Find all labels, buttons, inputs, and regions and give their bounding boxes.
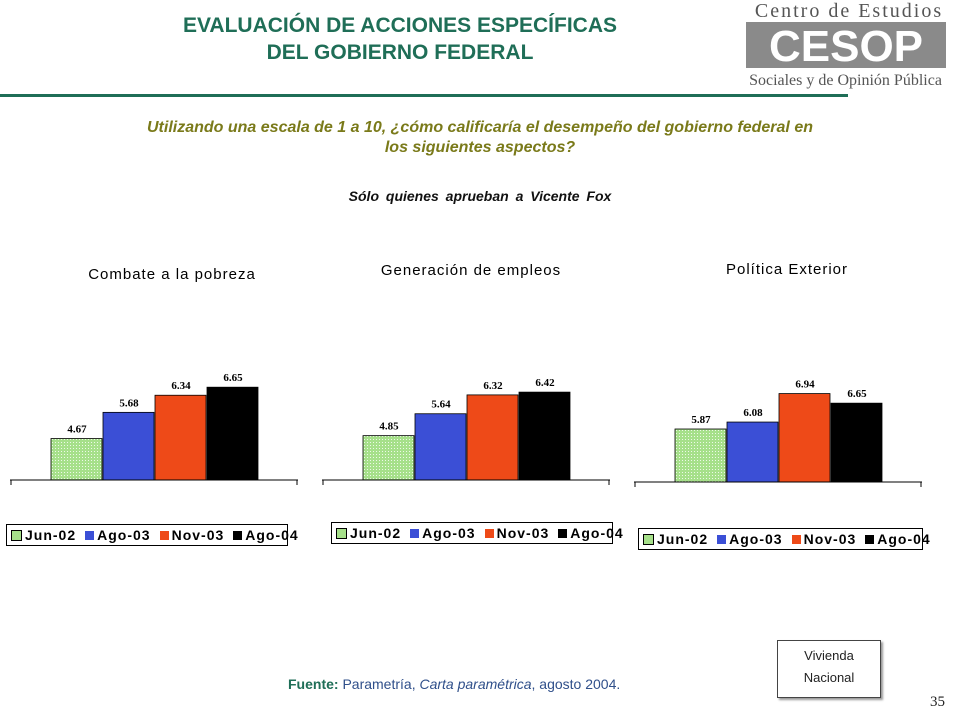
legend-item-ago-03: Ago-03 bbox=[717, 531, 782, 547]
source-publication: Carta paramétrica bbox=[419, 676, 532, 692]
bar-exterior-nov-03 bbox=[778, 393, 831, 483]
legend-label: Ago-03 bbox=[422, 525, 476, 541]
survey-question-line1: Utilizando una escala de 1 a 10, ¿cómo c… bbox=[147, 119, 813, 136]
legend-label: Ago-04 bbox=[570, 525, 624, 541]
page-number: 35 bbox=[930, 694, 945, 710]
legend-item-nov-03: Nov-03 bbox=[159, 527, 225, 543]
note-box-line2: Nacional bbox=[803, 670, 855, 685]
legend-swatch bbox=[159, 530, 169, 540]
source-label: Fuente: bbox=[288, 676, 339, 692]
chart-title-empleos: Generación de empleos bbox=[380, 262, 562, 279]
legend-item-jun-02: Jun-02 bbox=[11, 527, 76, 543]
legend-label: Jun-02 bbox=[25, 527, 77, 543]
legend-item-ago-04: Ago-04 bbox=[865, 531, 930, 547]
legend-label: Nov-03 bbox=[496, 525, 550, 541]
legend-swatch bbox=[11, 529, 22, 541]
page-title: EVALUACIÓN DE ACCIONES ESPECÍFICAS DEL G… bbox=[100, 12, 700, 66]
chart-title-pobreza: Combate a la pobreza bbox=[88, 266, 256, 283]
chart-pobreza: 4.67 5.68 6.34 6.65 bbox=[10, 372, 298, 485]
logo-mark-text: CESOP bbox=[769, 22, 923, 68]
subset-note: Sólo quienes aprueban a Vicente Fox bbox=[348, 188, 612, 204]
legend-label: Jun-02 bbox=[350, 525, 402, 541]
logo-bottom-text: Sociales y de Opinión Pública bbox=[749, 72, 942, 89]
legend-exterior: Jun-02 Ago-03 Nov-03 Ago-04 bbox=[638, 528, 930, 550]
note-box-line1: Vivienda bbox=[804, 648, 854, 663]
bar-empleos-jun-02 bbox=[362, 435, 415, 481]
legend-swatch bbox=[410, 528, 420, 538]
bar-pobreza-ago-04 bbox=[206, 386, 259, 481]
legend-item-nov-03: Nov-03 bbox=[791, 531, 857, 547]
chart-empleos: 4.85 5.64 6.32 6.42 bbox=[322, 377, 610, 485]
bar-pobreza-jun-02 bbox=[50, 438, 103, 481]
legend-item-jun-02: Jun-02 bbox=[643, 531, 708, 547]
legend-swatch bbox=[233, 530, 243, 540]
survey-question-line2: los siguientes aspectos? bbox=[384, 139, 576, 156]
legend-label: Jun-02 bbox=[657, 531, 709, 547]
data-label-exterior-ago-04: 6.65 bbox=[847, 388, 867, 400]
legend-swatch bbox=[865, 534, 875, 544]
source-note: Fuente: Parametría, Carta paramétrica, a… bbox=[288, 676, 620, 692]
logo-top-text: Centro de Estudios bbox=[754, 0, 944, 22]
legend-swatch bbox=[791, 534, 801, 544]
bar-empleos-ago-04 bbox=[518, 391, 571, 481]
data-label-empleos-ago-04: 6.42 bbox=[535, 377, 555, 389]
legend-pobreza: Jun-02 Ago-03 Nov-03 Ago-04 bbox=[6, 524, 298, 546]
data-label-exterior-ago-03: 6.08 bbox=[743, 407, 763, 419]
data-label-pobreza-jun-02: 4.67 bbox=[67, 424, 87, 436]
legend-label: Ago-03 bbox=[97, 527, 151, 543]
legend-label: Ago-03 bbox=[729, 531, 783, 547]
legend-swatch bbox=[336, 527, 347, 539]
source-text2: , agosto 2004. bbox=[531, 676, 621, 692]
legend-item-ago-04: Ago-04 bbox=[558, 525, 623, 541]
data-label-pobreza-nov-03: 6.34 bbox=[171, 380, 191, 392]
chart-exterior: 5.87 6.08 6.94 6.65 bbox=[634, 379, 922, 487]
survey-question: Utilizando una escala de 1 a 10, ¿cómo c… bbox=[60, 118, 900, 158]
legend-item-nov-03: Nov-03 bbox=[484, 525, 550, 541]
legend-swatch bbox=[717, 534, 727, 544]
legend-item-ago-04: Ago-04 bbox=[233, 527, 298, 543]
legend-item-jun-02: Jun-02 bbox=[336, 525, 401, 541]
legend-swatch bbox=[643, 533, 654, 545]
legend-empleos: Jun-02 Ago-03 Nov-03 Ago-04 bbox=[331, 522, 623, 544]
bar-exterior-ago-04 bbox=[830, 402, 883, 483]
data-label-exterior-nov-03: 6.94 bbox=[795, 379, 815, 391]
legend-item-ago-03: Ago-03 bbox=[85, 527, 150, 543]
data-label-exterior-jun-02: 5.87 bbox=[691, 414, 711, 426]
bar-pobreza-nov-03 bbox=[154, 394, 207, 481]
bar-pobreza-ago-03 bbox=[102, 411, 155, 481]
logo-mark-background bbox=[746, 22, 946, 68]
chart-title-exterior: Política Exterior bbox=[725, 261, 849, 278]
legend-swatch bbox=[558, 528, 568, 538]
bar-empleos-nov-03 bbox=[466, 394, 519, 481]
logo-mark: CESOP bbox=[746, 22, 946, 68]
header-rule bbox=[0, 94, 848, 97]
legend-label: Ago-04 bbox=[245, 527, 299, 543]
source-text1: Parametría, bbox=[338, 676, 420, 692]
legend-label: Nov-03 bbox=[171, 527, 225, 543]
data-label-empleos-ago-03: 5.64 bbox=[431, 399, 451, 411]
bar-exterior-ago-03 bbox=[726, 421, 779, 483]
page-title-line2: DEL GOBIERNO FEDERAL bbox=[266, 41, 534, 64]
page-title-line1: EVALUACIÓN DE ACCIONES ESPECÍFICAS bbox=[182, 14, 618, 37]
legend-label: Ago-04 bbox=[877, 531, 931, 547]
cesop-logo: Centro de Estudios CESOP Sociales y de O… bbox=[738, 0, 953, 96]
legend-label: Nov-03 bbox=[803, 531, 857, 547]
legend-swatch bbox=[85, 530, 95, 540]
bar-exterior-jun-02 bbox=[674, 428, 727, 483]
legend-item-ago-03: Ago-03 bbox=[410, 525, 475, 541]
data-label-empleos-jun-02: 4.85 bbox=[379, 421, 399, 433]
data-label-pobreza-ago-03: 5.68 bbox=[119, 397, 139, 409]
legend-swatch bbox=[484, 528, 494, 538]
data-label-empleos-nov-03: 6.32 bbox=[483, 380, 503, 392]
bar-empleos-ago-03 bbox=[414, 413, 467, 481]
data-label-pobreza-ago-04: 6.65 bbox=[223, 372, 243, 384]
note-box: Vivienda Nacional bbox=[777, 640, 881, 698]
